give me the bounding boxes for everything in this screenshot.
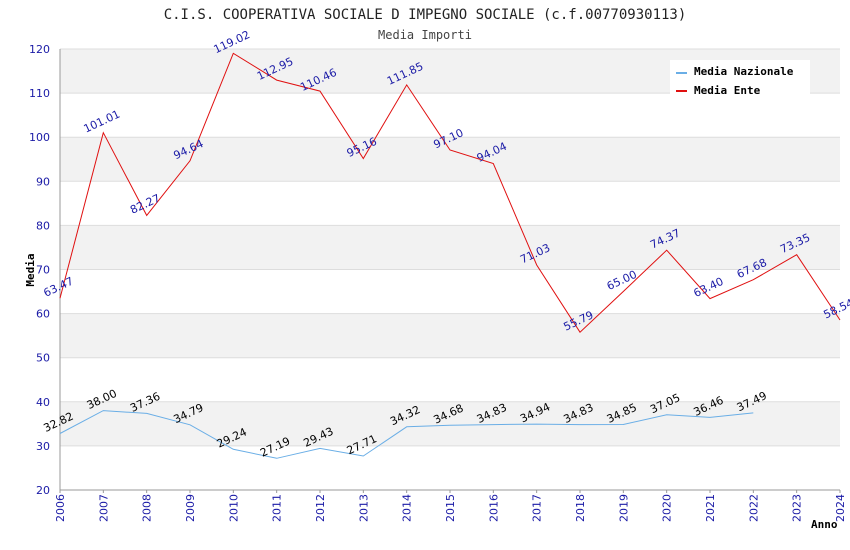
x-tick-label: 2019	[617, 494, 630, 522]
y-tick-label: 30	[36, 440, 50, 453]
y-tick-label: 40	[36, 396, 50, 409]
y-tick-label: 50	[36, 352, 50, 365]
chart-subtitle: Media Importi	[378, 28, 472, 42]
series-lines	[59, 52, 841, 459]
x-tick-label: 2023	[791, 494, 804, 522]
x-tick-label: 2007	[97, 494, 110, 522]
x-tick-label: 2016	[487, 494, 500, 522]
gridlines	[60, 48, 840, 491]
x-tick-label: 2024	[834, 494, 847, 522]
series-line-nazionale	[59, 410, 754, 459]
x-tick-labels: 2006 2007 2008 2009 2010 2011 2012 2013 2014 2015…	[54, 490, 847, 522]
data-label-ente: 63.47	[41, 275, 75, 300]
legend-box	[670, 60, 810, 98]
y-tick-label: 90	[36, 175, 50, 188]
x-tick-label: 2012	[314, 494, 327, 522]
plot-band	[60, 225, 840, 270]
y-tick-label: 20	[36, 484, 50, 497]
legend: Media Nazionale Media Ente	[670, 60, 810, 98]
x-tick-label: 2021	[704, 494, 717, 522]
y-axis-title: Media	[24, 253, 37, 286]
y-tick-label: 110	[29, 87, 50, 100]
plot-band	[60, 137, 840, 182]
x-tick-label: 2008	[141, 494, 154, 522]
y-tick-label: 120	[29, 43, 50, 56]
x-tick-label: 2022	[747, 494, 760, 522]
x-tick-label: 2013	[357, 494, 370, 522]
plot-band	[60, 313, 840, 358]
data-label-ente: 101.01	[82, 108, 122, 136]
x-tick-label: 2020	[661, 494, 674, 522]
legend-label-nazionale: Media Nazionale	[694, 65, 794, 78]
x-tick-label: 2011	[271, 494, 284, 522]
x-axis-title: Anno	[811, 518, 838, 531]
plot-band	[60, 401, 840, 446]
data-label-ente: 65.00	[605, 268, 639, 293]
x-tick-label: 2015	[444, 494, 457, 522]
x-tick-label: 2006	[54, 494, 67, 522]
legend-label-ente: Media Ente	[694, 84, 761, 97]
chart-title: C.I.S. COOPERATIVA SOCIALE D IMPEGNO SOC…	[164, 7, 687, 23]
x-tick-label: 2014	[401, 494, 414, 522]
x-tick-label: 2009	[184, 494, 197, 522]
x-tick-label: 2010	[227, 494, 240, 522]
y-tick-label: 70	[36, 264, 50, 277]
y-tick-label: 100	[29, 131, 50, 144]
y-tick-label: 80	[36, 219, 50, 232]
plot-bands	[60, 49, 840, 446]
x-tick-label: 2017	[531, 494, 544, 522]
series-line-ente	[59, 52, 841, 333]
y-tick-labels: 20 30 40 50 60 70 80 90 100 110 120	[29, 43, 50, 497]
x-tick-label: 2018	[574, 494, 587, 522]
y-tick-label: 60	[36, 308, 50, 321]
